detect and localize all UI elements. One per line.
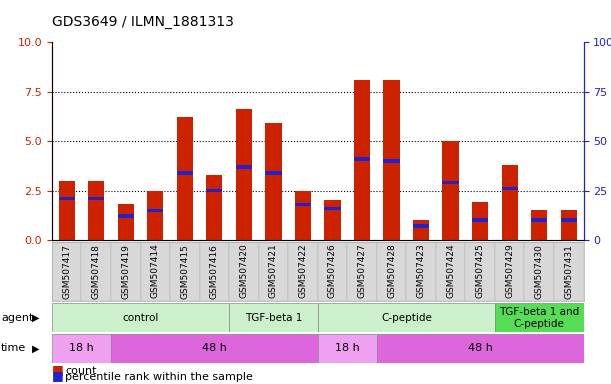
Bar xyxy=(177,118,193,240)
Text: C-peptide: C-peptide xyxy=(381,313,432,323)
Bar xyxy=(258,242,288,301)
Bar xyxy=(111,334,318,363)
Text: percentile rank within the sample: percentile rank within the sample xyxy=(65,372,253,382)
Bar xyxy=(384,80,400,240)
Bar xyxy=(495,242,524,301)
Text: GSM507415: GSM507415 xyxy=(180,244,189,299)
Bar xyxy=(295,203,311,206)
Bar xyxy=(377,242,406,301)
Text: GSM507419: GSM507419 xyxy=(121,244,130,299)
Text: TGF-beta 1: TGF-beta 1 xyxy=(245,313,302,323)
Text: time: time xyxy=(1,343,26,354)
Bar xyxy=(318,242,347,301)
Text: control: control xyxy=(122,313,159,323)
Bar xyxy=(265,171,282,175)
Text: GSM507431: GSM507431 xyxy=(564,244,573,299)
Text: GSM507424: GSM507424 xyxy=(446,244,455,298)
Bar xyxy=(524,242,554,301)
Text: 18 h: 18 h xyxy=(335,343,360,354)
Text: GSM507430: GSM507430 xyxy=(535,244,544,299)
Text: 48 h: 48 h xyxy=(202,343,227,354)
Bar xyxy=(324,200,340,240)
Text: GSM507427: GSM507427 xyxy=(357,244,367,298)
Bar xyxy=(495,303,584,332)
Bar xyxy=(52,303,229,332)
Text: ▶: ▶ xyxy=(32,343,39,354)
Bar xyxy=(406,242,436,301)
Text: GSM507429: GSM507429 xyxy=(505,244,514,298)
Bar xyxy=(324,207,340,210)
Bar xyxy=(229,303,318,332)
Bar xyxy=(59,181,75,240)
Text: GSM507416: GSM507416 xyxy=(210,244,219,299)
Bar xyxy=(207,175,222,240)
Bar xyxy=(295,190,311,240)
Bar xyxy=(561,210,577,240)
Bar xyxy=(147,190,163,240)
Bar xyxy=(59,197,75,200)
Bar xyxy=(561,218,577,222)
Bar xyxy=(354,80,370,240)
Bar xyxy=(413,224,429,228)
Bar xyxy=(207,189,222,192)
Text: GSM507414: GSM507414 xyxy=(151,244,160,298)
Bar xyxy=(236,109,252,240)
Bar xyxy=(81,242,111,301)
Text: 48 h: 48 h xyxy=(467,343,492,354)
Bar xyxy=(318,303,495,332)
Bar xyxy=(413,220,429,240)
Text: TGF-beta 1 and
C-peptide: TGF-beta 1 and C-peptide xyxy=(499,306,579,329)
Bar xyxy=(177,171,193,175)
Bar xyxy=(347,242,377,301)
Bar xyxy=(531,218,547,222)
Text: GSM507418: GSM507418 xyxy=(92,244,101,299)
Bar xyxy=(377,334,584,363)
Bar xyxy=(111,242,141,301)
Text: GSM507420: GSM507420 xyxy=(240,244,249,298)
Bar xyxy=(436,242,466,301)
Bar xyxy=(442,181,459,184)
Bar xyxy=(118,204,134,240)
Text: 18 h: 18 h xyxy=(69,343,94,354)
Bar xyxy=(147,209,163,212)
Text: GSM507425: GSM507425 xyxy=(475,244,485,298)
Bar xyxy=(502,165,518,240)
Bar xyxy=(442,141,459,240)
Bar xyxy=(200,242,229,301)
Bar xyxy=(118,215,134,218)
Text: GDS3649 / ILMN_1881313: GDS3649 / ILMN_1881313 xyxy=(52,15,234,29)
Text: ■: ■ xyxy=(52,369,64,382)
Text: GSM507423: GSM507423 xyxy=(417,244,426,298)
Text: agent: agent xyxy=(1,313,34,323)
Text: ▶: ▶ xyxy=(32,313,39,323)
Text: ■: ■ xyxy=(52,362,64,376)
Bar xyxy=(554,242,584,301)
Bar xyxy=(52,334,111,363)
Bar xyxy=(288,242,318,301)
Bar xyxy=(88,181,104,240)
Bar xyxy=(354,157,370,161)
Bar xyxy=(472,218,488,222)
Text: GSM507428: GSM507428 xyxy=(387,244,396,298)
Text: count: count xyxy=(65,366,97,376)
Text: GSM507421: GSM507421 xyxy=(269,244,278,298)
Bar xyxy=(531,210,547,240)
Bar xyxy=(265,123,282,240)
Bar xyxy=(466,242,495,301)
Bar xyxy=(236,165,252,169)
Bar xyxy=(502,187,518,190)
Bar xyxy=(170,242,200,301)
Text: GSM507417: GSM507417 xyxy=(62,244,71,299)
Bar xyxy=(88,197,104,200)
Text: GSM507422: GSM507422 xyxy=(298,244,307,298)
Text: GSM507426: GSM507426 xyxy=(328,244,337,298)
Bar xyxy=(52,242,81,301)
Bar xyxy=(229,242,258,301)
Bar xyxy=(472,202,488,240)
Bar xyxy=(318,334,377,363)
Bar xyxy=(141,242,170,301)
Bar xyxy=(384,159,400,163)
